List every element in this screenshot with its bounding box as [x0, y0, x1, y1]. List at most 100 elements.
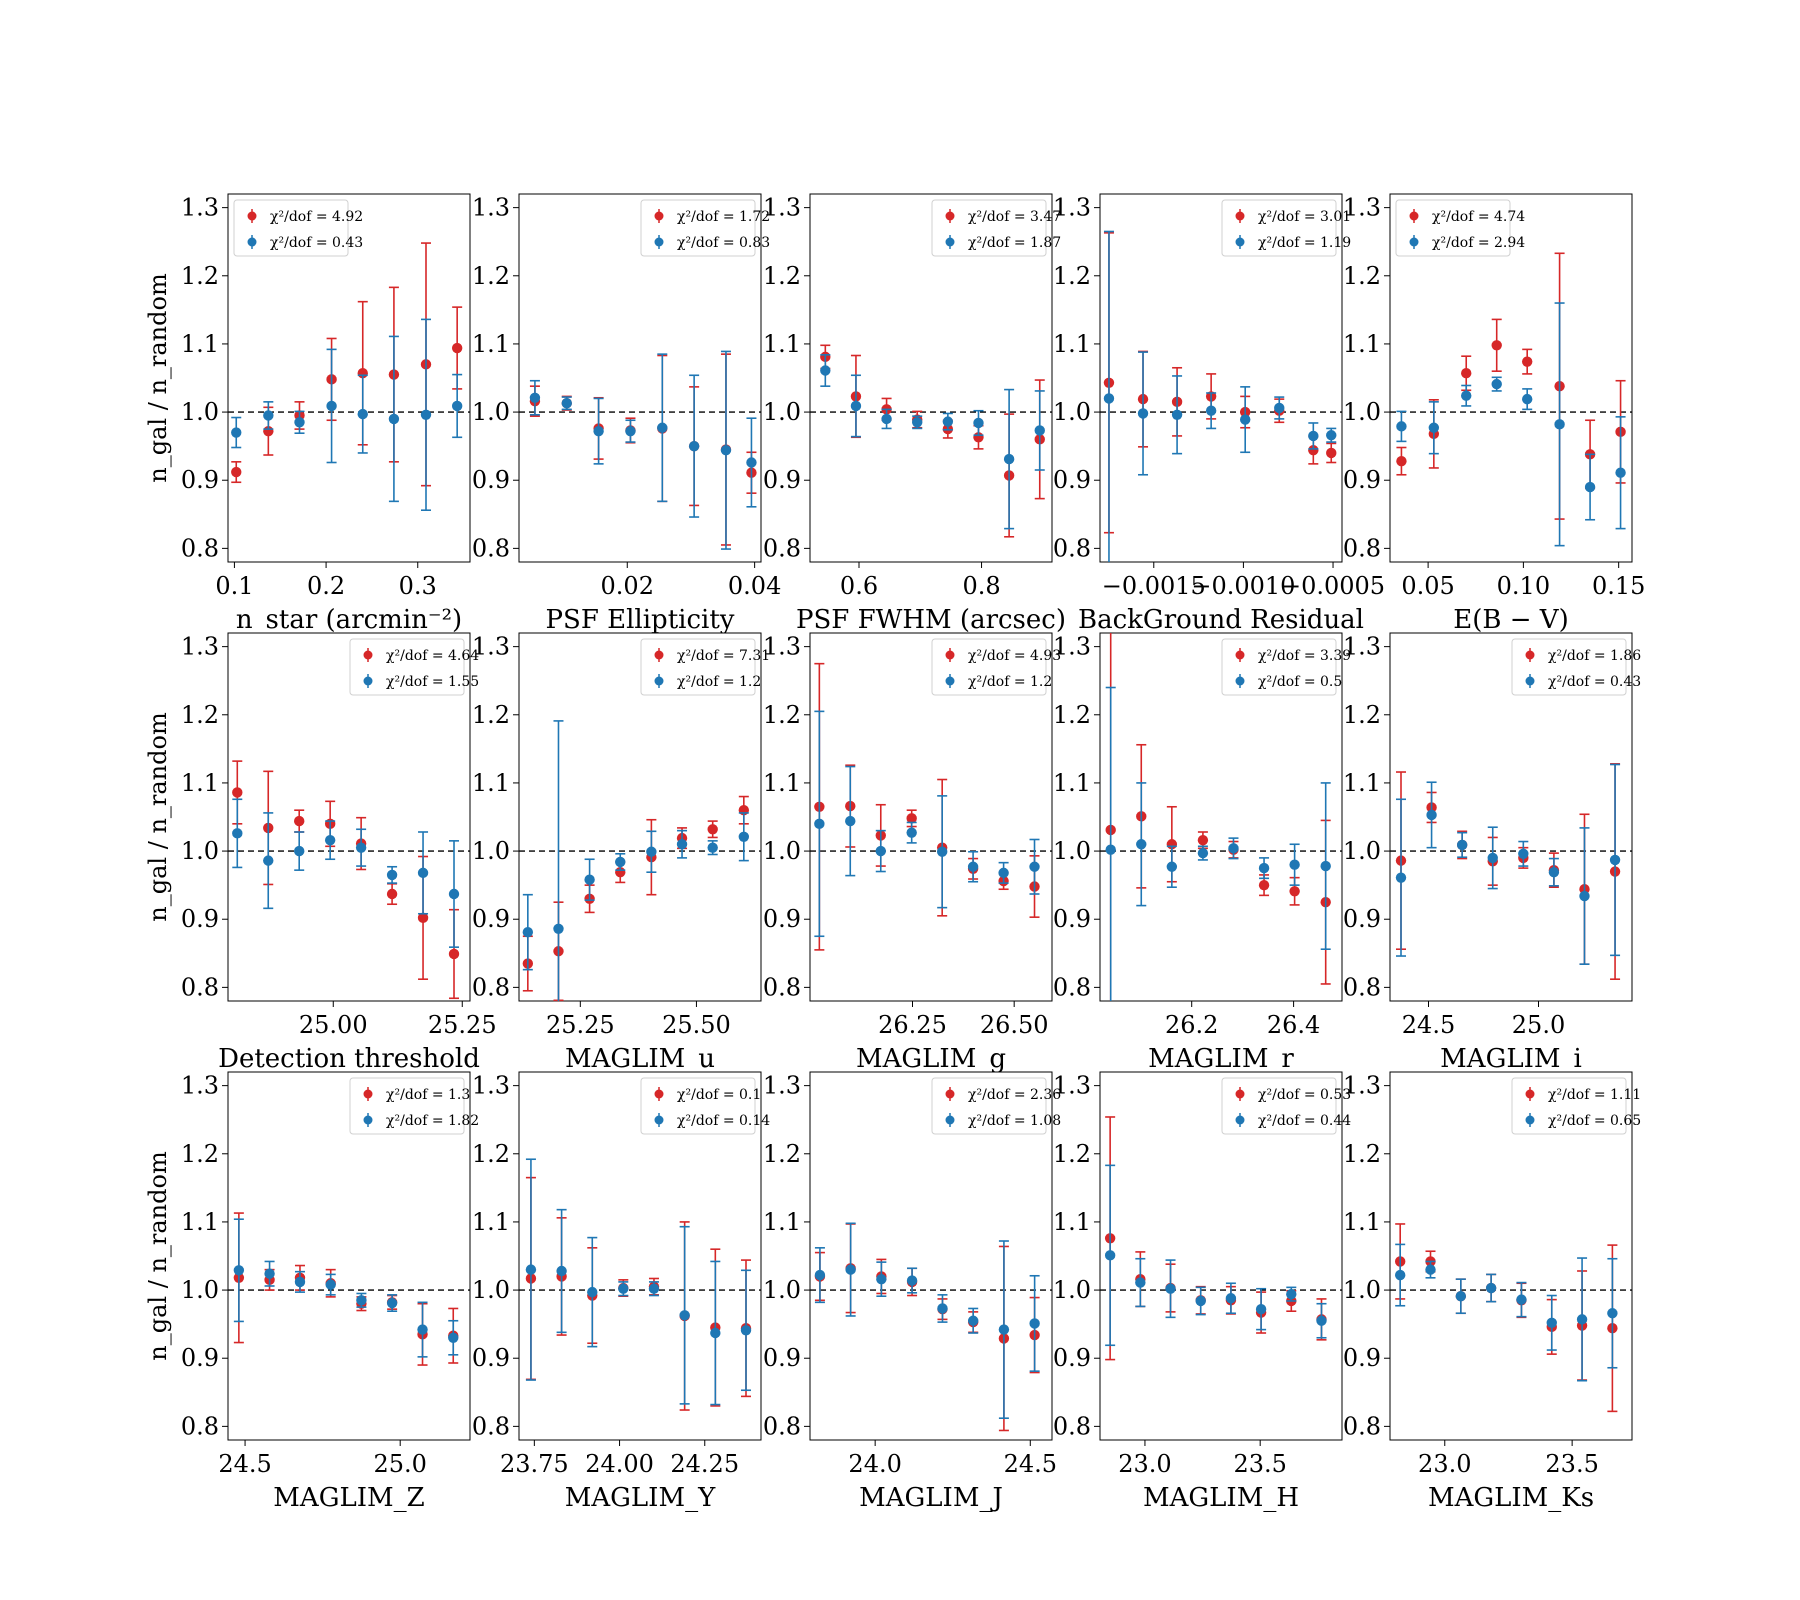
- y-tick-label: 0.8: [1053, 973, 1091, 1001]
- x-tick-label: 23.5: [1545, 1450, 1598, 1478]
- subplot-11: 0.8 0.9 1.0 1.1 1.2 1.3 24.5 25.0 MAGLIM_Z n_gal …: [144, 1071, 479, 1513]
- legend-box: [931, 199, 1047, 257]
- legend-label: χ²/dof = 0.83: [677, 235, 770, 251]
- legend-marker: [654, 237, 664, 247]
- y-tick-label: 0.8: [181, 973, 219, 1001]
- data-point: [936, 846, 948, 857]
- legend-label: χ²/dof = 3.39: [1258, 648, 1351, 664]
- legend-box: [349, 638, 465, 696]
- subplot-9: 0.8 0.9 1.0 1.1 1.2 1.3 26.2 26.4 MAGLIM_r χ²/dof…: [1053, 632, 1351, 1074]
- data-point: [451, 342, 463, 354]
- y-tick-label: 0.8: [181, 534, 219, 562]
- legend-label: χ²/dof = 0.65: [1548, 1113, 1641, 1129]
- x-tick-label: 23.5: [1233, 1450, 1286, 1478]
- data-point: [1326, 447, 1337, 459]
- data-point: [357, 408, 368, 420]
- data-point: [1197, 847, 1209, 859]
- y-tick-label: 0.8: [472, 1412, 510, 1440]
- y-tick-label: 1.0: [472, 837, 510, 865]
- legend-box: [640, 1077, 756, 1135]
- legend-label: χ²/dof = 0.53: [1258, 1087, 1351, 1103]
- data-point: [386, 869, 398, 881]
- x-tick-label: 24.0: [848, 1450, 901, 1478]
- legend-marker: [654, 1115, 664, 1125]
- data-point: [294, 815, 305, 827]
- y-tick-label: 1.3: [1343, 1072, 1381, 1100]
- x-axis-label: MAGLIM_u: [565, 1044, 715, 1074]
- data-point: [448, 948, 460, 960]
- data-point: [1491, 340, 1502, 351]
- x-tick-label: 23.0: [1418, 1450, 1471, 1478]
- y-tick-label: 1.3: [181, 1072, 219, 1100]
- data-point: [1615, 467, 1626, 478]
- legend-box: [1395, 199, 1511, 257]
- data-point: [1255, 1303, 1267, 1315]
- y-tick-label: 1.3: [763, 1072, 801, 1100]
- y-tick-label: 1.2: [763, 262, 801, 290]
- y-tick-label: 1.0: [1053, 837, 1091, 865]
- data-point: [1003, 453, 1015, 465]
- legend: χ²/dof = 7.31 χ²/dof = 1.2: [640, 638, 770, 696]
- legend-label: χ²/dof = 7.31: [677, 648, 770, 664]
- series-blue: [814, 1222, 1040, 1419]
- y-tick-label: 0.9: [1343, 466, 1381, 494]
- series-blue: [1103, 230, 1337, 562]
- data-point: [356, 1295, 367, 1306]
- subplot-12: 0.8 0.9 1.0 1.1 1.2 1.3 23.75 24.00 24.25 MAGLIM_…: [472, 1071, 770, 1513]
- legend-marker: [945, 1115, 955, 1125]
- data-point: [417, 912, 429, 924]
- x-tick-label: 0.8: [962, 572, 1000, 600]
- data-point: [814, 1269, 826, 1281]
- y-tick-label: 1.2: [763, 1140, 801, 1168]
- y-tick-label: 1.1: [1053, 330, 1091, 358]
- y-tick-label: 0.9: [472, 1344, 510, 1372]
- data-point: [1576, 1314, 1588, 1325]
- data-point: [355, 842, 367, 853]
- legend-marker: [945, 676, 955, 686]
- data-point: [1485, 1282, 1497, 1294]
- x-tick-label: 24.00: [585, 1450, 654, 1478]
- legend-label: χ²/dof = 1.19: [1258, 235, 1351, 251]
- data-point: [1137, 408, 1149, 419]
- x-tick-label: 25.0: [373, 1450, 426, 1478]
- legend-label: χ²/dof = 1.2: [677, 674, 761, 690]
- data-point: [967, 1315, 979, 1326]
- data-point: [1274, 402, 1285, 414]
- y-tick-label: 1.3: [181, 194, 219, 222]
- y-tick-label: 1.2: [1343, 701, 1381, 729]
- data-point: [738, 831, 750, 842]
- data-point: [525, 1264, 537, 1275]
- data-point: [615, 856, 626, 868]
- subplot-4: 0.8 0.9 1.0 1.1 1.2 1.3 −0.0015−0.0010−0.0005 B…: [1053, 193, 1385, 635]
- series-blue: [525, 1158, 752, 1406]
- data-point: [707, 824, 718, 835]
- legend-label: χ²/dof = 0.44: [1258, 1113, 1351, 1129]
- y-tick-label: 0.9: [763, 1344, 801, 1372]
- data-point: [1308, 430, 1319, 442]
- y-tick-label: 1.3: [1053, 633, 1091, 661]
- y-tick-label: 0.9: [1343, 1344, 1381, 1372]
- data-point: [388, 413, 400, 425]
- data-point: [1225, 1293, 1237, 1304]
- data-point: [1518, 848, 1529, 859]
- y-tick-label: 1.1: [763, 330, 801, 358]
- data-point: [1426, 809, 1437, 821]
- legend: χ²/dof = 2.36 χ²/dof = 1.08: [931, 1077, 1061, 1135]
- y-tick-label: 1.2: [181, 1140, 219, 1168]
- x-tick-label: 24.5: [1402, 1011, 1455, 1039]
- data-point: [294, 417, 305, 428]
- y-tick-label: 1.1: [472, 330, 510, 358]
- legend-box: [640, 638, 756, 696]
- data-point: [707, 842, 718, 853]
- legend: χ²/dof = 1.11 χ²/dof = 0.65: [1511, 1077, 1641, 1135]
- y-tick-label: 0.9: [763, 466, 801, 494]
- y-tick-label: 1.0: [1343, 1276, 1381, 1304]
- data-point: [1166, 861, 1178, 872]
- y-tick-label: 1.1: [1053, 769, 1091, 797]
- data-point: [937, 1303, 948, 1314]
- legend-box: [1511, 1077, 1627, 1135]
- y-tick-label: 1.0: [1053, 1276, 1091, 1304]
- data-point: [1135, 1277, 1146, 1288]
- y-tick-label: 1.3: [1343, 633, 1381, 661]
